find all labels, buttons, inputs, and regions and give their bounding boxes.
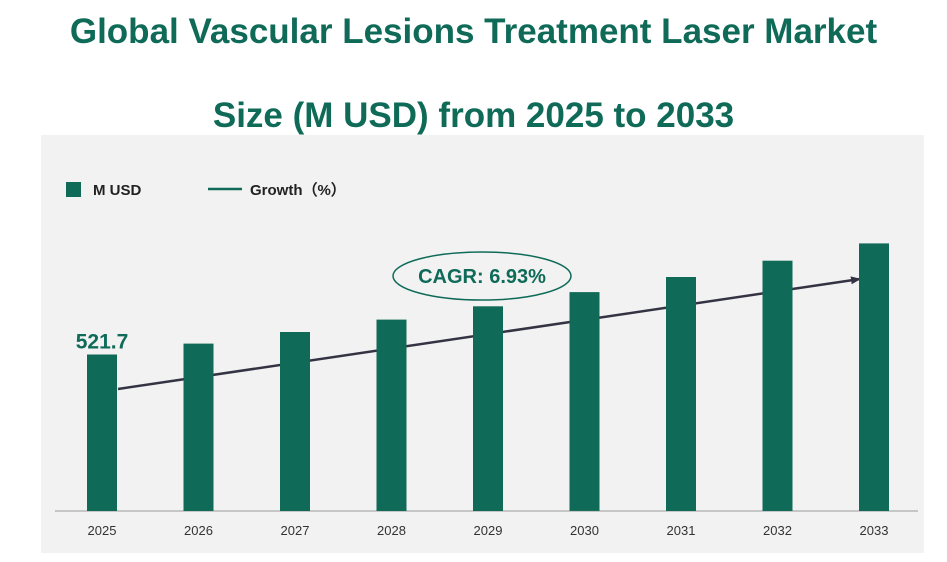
legend-line-label: Growth（%） [250,181,346,199]
bar-2032 [762,260,793,511]
title-line-1: Global Vascular Lesions Treatment Laser … [69,12,878,51]
x-tick-2028: 2028 [377,523,406,538]
title-line-2: Size (M USD) from 2025 to 2033 [212,96,735,135]
legend-bar-label: M USD [93,182,142,199]
bar-2028 [376,319,407,511]
x-tick-2027: 2027 [281,523,310,538]
x-tick-2029: 2029 [474,523,503,538]
x-tick-2025: 2025 [88,523,117,538]
data-labels: 521.7 [76,331,129,354]
legend-bar-swatch [66,182,81,197]
x-tick-2033: 2033 [860,523,889,538]
x-tick-2032: 2032 [763,523,792,538]
bar-2025 [87,354,117,511]
x-tick-2026: 2026 [184,523,213,538]
chart-title: Global Vascular Lesions Treatment Laser … [0,8,947,140]
x-tick-2031: 2031 [667,523,696,538]
bar-2027 [280,332,310,511]
cagr-ellipse [392,251,572,301]
bar-2026 [183,343,214,511]
bar-2031 [666,277,696,511]
bar-2033 [859,243,889,511]
x-tick-2030: 2030 [570,523,599,538]
bars-group [87,243,889,511]
legend: M USD Growth（%） [66,181,346,199]
bar-2030 [569,292,600,511]
data-label-2025: 521.7 [76,331,129,354]
bar-2029 [473,306,503,511]
x-tick-labels: 2025 2026 2027 2028 2029 2030 2031 2032 2033 [88,523,889,538]
cagr-label: CAGR: 6.93% [418,266,546,288]
cagr-annotation: CAGR: 6.93% [392,251,572,301]
